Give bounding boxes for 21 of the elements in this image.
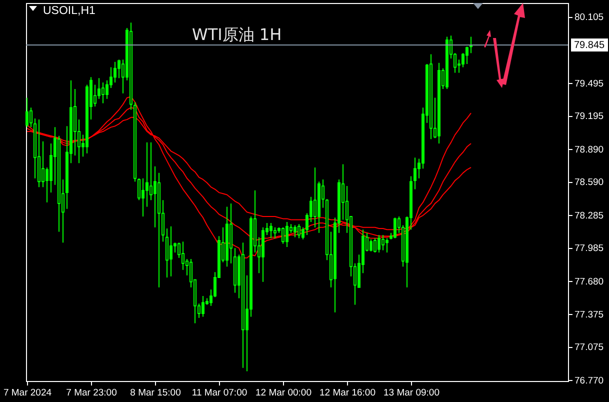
y-tick-label: 78.285 [574,210,604,222]
y-tick-label: 76.770 [574,375,604,386]
y-tick-label: 80.105 [574,12,604,24]
y-tick-label: 77.680 [574,276,604,288]
x-tick-label: 12 Mar 16:00 [320,388,376,398]
y-tick-label: 79.195 [574,111,604,122]
x-tick-label: 12 Mar 00:00 [256,388,312,398]
y-tick-label: 78.890 [574,144,604,156]
annotation: WTI原油 1H [192,25,282,44]
y-tick-label: 77.375 [574,310,604,321]
x-tick-label: 7 Mar 23:00 [66,388,117,398]
x-tick-label: 11 Mar 07:00 [192,388,248,398]
y-tick-label: 77.985 [574,243,604,254]
x-tick-label: 13 Mar 09:00 [384,388,440,398]
y-tick-label: 78.590 [574,177,604,188]
ref-line-label: 79.845 [574,40,606,51]
x-tick-label: 8 Mar 15:00 [130,388,181,398]
chart-title: USOIL,H1 [43,5,96,17]
y-tick-label: 79.495 [574,78,604,90]
y-tick-label: 77.075 [574,342,604,354]
x-tick-label: 7 Mar 2024 [3,388,52,398]
